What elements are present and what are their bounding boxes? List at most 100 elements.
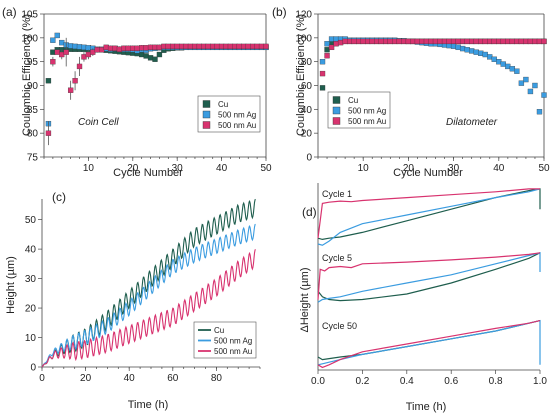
panel-b-point-500-nm-au (491, 38, 497, 45)
panel-b-point-500-nm-au (532, 38, 538, 45)
panel-b-point-500-nm-au (450, 38, 457, 45)
panel-a-legend-swatch-cu (202, 100, 211, 108)
panel-b-point-500-nm-ag (518, 80, 525, 86)
panel-a-point-500-nm-au (214, 43, 220, 50)
panel-b-point-500-nm-au (319, 70, 326, 77)
panel-d-line-500-nm-au (317, 320, 541, 369)
panel-b-point-500-nm-au (509, 38, 516, 45)
panel-a-point-500-nm-au (112, 45, 118, 51)
panel-b-point-500-nm-ag (333, 36, 339, 42)
panel-c-line-500-nm-au (41, 249, 256, 368)
panel-a-point-500-nm-au (54, 49, 60, 55)
panel-a-point-500-nm-au (165, 43, 171, 50)
panel-c-x-tick-label: 80 (211, 373, 223, 384)
panel-b-point-500-nm-ag (536, 109, 543, 115)
panel-b-ylabel: Coulombic Efficiency (%) (295, 14, 307, 136)
panel-b-point-500-nm-ag (464, 47, 470, 53)
panel-a-x-tick-label: 40 (216, 163, 228, 174)
panel-a-point-500-nm-au (254, 43, 260, 50)
panel-b-point-500-nm-au (419, 38, 425, 45)
panel-b-point-500-nm-au (459, 38, 466, 45)
panel-b-point-500-nm-ag (532, 82, 538, 89)
panel-b-point-500-nm-au (324, 53, 330, 59)
panel-a-point-500-nm-au (187, 43, 194, 50)
panel-a-point-500-nm-au (125, 45, 132, 51)
panel-b-label: (b) (272, 5, 287, 19)
panel-b-point-500-nm-ag (455, 44, 461, 51)
panel-b-xlabel: Cycle Number (393, 167, 463, 179)
panel-c-x-tick-label: 40 (124, 373, 136, 384)
panel-d-cycle-label: Cycle 5 (322, 253, 352, 263)
panel-a-note: Coin Cell (78, 117, 119, 128)
panel-b-point-500-nm-ag (541, 92, 547, 98)
panel-c-x-tick-label: 20 (80, 373, 92, 384)
panel-b-point-500-nm-au (423, 38, 430, 45)
panel-b-point-500-nm-au (482, 38, 488, 45)
panel-a-legend-swatch-500-nm-au (202, 121, 211, 129)
panel-b-point-500-nm-au (432, 38, 439, 45)
panel-a-point-500-nm-au (134, 45, 140, 51)
panel-b-point-500-nm-au (405, 38, 412, 45)
panel-b-point-500-nm-au (360, 38, 366, 45)
panel-d-cycle-label: Cycle 1 (322, 189, 352, 199)
panel-a-x-tick-label: 50 (260, 163, 272, 174)
panel-a-point-500-nm-au (223, 43, 229, 50)
panel-a-point-cu (143, 53, 149, 59)
panel-b-point-500-nm-ag (514, 68, 520, 74)
panel-b-point-500-nm-au (342, 38, 348, 45)
panel-a-point-500-nm-au (241, 43, 247, 50)
panel-b-point-500-nm-ag (496, 59, 502, 65)
panel-b-point-500-nm-au (505, 38, 511, 45)
panel-a-legend-swatch-500-nm-ag (202, 110, 211, 119)
panel-d-line-cu (317, 252, 541, 302)
panel-b-point-500-nm-au (356, 38, 362, 45)
panel-a-legend-label-500-nm-ag: 500 nm Ag (218, 111, 256, 120)
panel-b-point-500-nm-ag (487, 54, 493, 60)
panel-a-point-cu (156, 51, 163, 58)
panel-d-ylabel: ΔHeight (µm) (299, 267, 311, 332)
panel-d-plot: 0.0 0.2 0.4 0.6 0.8 1.0 Cycle 1 Cycle 5 Cycle 50 (311, 183, 547, 387)
panel-c-y-tick-label: 20 (25, 304, 37, 315)
panel-a-y-tick-label: 100 (21, 33, 38, 44)
panel-a-point-500-nm-au (85, 51, 92, 58)
panel-b-point-500-nm-au (496, 38, 502, 45)
panel-a-point-500-nm-au (116, 46, 123, 52)
panel-b-point-500-nm-au (387, 38, 393, 45)
panel-b-point-500-nm-au (487, 38, 493, 45)
panel-a-point-500-nm-au (90, 49, 96, 55)
panel-c-line-500-nm-ag (41, 223, 256, 368)
panel-a-point-500-nm-au (183, 43, 189, 50)
panel-a-point-500-nm-au (50, 59, 56, 65)
panel-a-y-tick-label: 85 (27, 105, 39, 116)
panel-a-x-tick-label: 30 (172, 163, 184, 174)
panel-c-plot: 0 20 40 60 80 0 10 20 30 40 50 (25, 198, 261, 384)
panel-d-x-tick-label: 0.4 (400, 376, 414, 387)
panel-a: (a) Coulombic Efficiency (%) Cycle Numbe… (2, 5, 272, 179)
panel-d-x-tick-label: 0.0 (311, 376, 325, 387)
panel-b-point-500-nm-au (441, 38, 448, 45)
panel-a-point-500-nm-au (210, 43, 216, 50)
panel-c-y-tick-label: 30 (25, 274, 37, 285)
panel-b-point-500-nm-au (369, 38, 375, 45)
panel-a-point-500-nm-au (218, 43, 225, 50)
panel-c-legend-label-500-nm-au: 500 nm Au (214, 347, 252, 356)
panel-a-point-500-nm-au (258, 43, 265, 50)
panel-b-point-500-nm-ag (319, 59, 326, 65)
panel-a-point-500-nm-au (263, 43, 269, 50)
panel-b-point-500-nm-au (401, 38, 407, 45)
panel-b-point-500-nm-au (328, 44, 335, 51)
panel-b-point-cu (324, 47, 330, 53)
panel-b-point-500-nm-ag (523, 76, 529, 83)
panel-b-x-tick-label: 50 (538, 163, 550, 174)
panel-a-y-tick-label: 80 (27, 129, 39, 140)
panel-d-line-cu (317, 188, 541, 241)
panel-a-point-500-nm-au (174, 43, 180, 50)
panel-a-point-500-nm-au (72, 78, 78, 84)
panel-c-legend-label-cu: Cu (214, 326, 224, 335)
panel-b-x-tick-label: 20 (403, 163, 415, 174)
panel-a-point-500-nm-au (236, 43, 243, 50)
panel-c-y-tick-label: 40 (25, 245, 37, 256)
panel-b-point-500-nm-ag (500, 61, 506, 67)
panel-b-point-500-nm-au (337, 39, 344, 46)
